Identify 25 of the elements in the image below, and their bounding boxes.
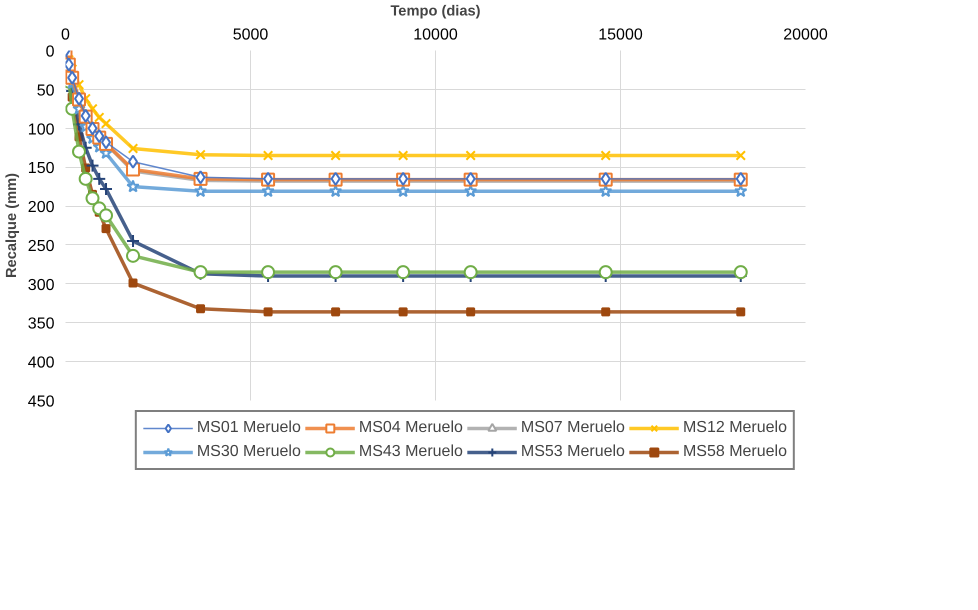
y-tick-label: 300 [28,276,55,294]
y-tick-label: 450 [28,394,55,410]
y-tick-label: 50 [36,82,55,100]
y-axis-title: Recalque (mm) [4,172,20,278]
legend-label: MS01 Meruelo [196,419,301,437]
legend-label: MS12 Meruelo [682,419,787,437]
y-tick-label: 150 [28,160,55,178]
legend-label: MS07 Meruelo [520,419,625,437]
legend-label: MS58 Meruelo [682,443,787,461]
x-tick-label: 5000 [232,26,268,44]
y-tick-label: 0 [46,44,55,60]
y-tick-label: 400 [28,354,55,372]
legend-label: MS30 Meruelo [196,443,301,461]
y-tick-label: 200 [28,199,55,216]
legend-label: MS04 Meruelo [358,419,463,437]
y-tick-label: 250 [28,238,55,255]
y-tick-label: 350 [28,316,55,333]
legend-label: MS53 Meruelo [520,443,625,461]
x-tick-label: 0 [61,26,70,44]
x-tick-label: 10000 [413,26,458,44]
legend-label: MS43 Meruelo [358,443,463,461]
x-tick-label: 15000 [598,26,643,44]
x-tick-label: 20000 [783,26,828,44]
y-tick-label: 100 [28,121,55,138]
x-axis-title: Tempo (dias) [390,4,481,20]
